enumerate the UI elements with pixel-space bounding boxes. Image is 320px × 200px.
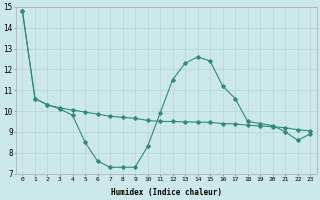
X-axis label: Humidex (Indice chaleur): Humidex (Indice chaleur) (111, 188, 222, 197)
